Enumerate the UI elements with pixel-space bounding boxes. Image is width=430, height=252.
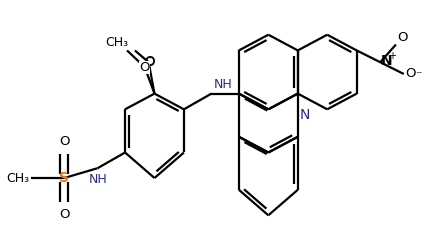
Text: methoxy: methoxy [0,251,1,252]
Text: N: N [300,108,310,122]
Text: methoxy: methoxy [0,251,1,252]
Text: methoxy: methoxy [0,251,1,252]
Text: O: O [144,55,155,68]
Text: methoxy: methoxy [0,251,1,252]
Text: S: S [0,251,1,252]
Text: NH: NH [89,173,108,186]
Text: O: O [139,61,150,74]
Text: O: O [397,30,407,44]
Text: methoxy: methoxy [0,251,1,252]
Text: +: + [388,51,396,61]
Text: NH: NH [213,78,232,91]
Text: N: N [381,54,393,68]
Text: O: O [405,68,415,80]
Text: O: O [59,135,70,148]
Text: CH₃: CH₃ [7,172,30,184]
Text: CH₃: CH₃ [0,251,1,252]
Text: ⁻: ⁻ [415,70,422,82]
Text: S: S [59,171,69,185]
Text: O: O [59,208,70,222]
Text: O: O [144,56,155,69]
Text: CH₃: CH₃ [106,36,129,49]
